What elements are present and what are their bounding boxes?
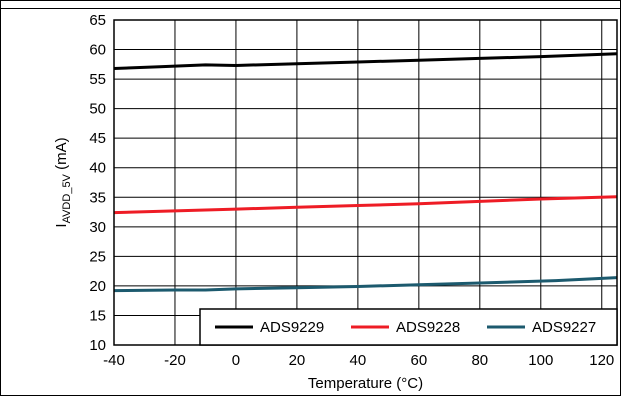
series-line-ads9228 xyxy=(114,197,617,213)
legend-label-ads9227: ADS9227 xyxy=(532,319,596,336)
y-tick-label: 35 xyxy=(89,189,106,206)
y-tick-label: 25 xyxy=(89,248,106,265)
legend-label-ads9229: ADS9229 xyxy=(260,319,324,336)
series-line-ads9229 xyxy=(114,54,617,69)
legend: ADS9229 ADS9228 ADS9227 xyxy=(200,309,617,345)
y-axis-label-unit: (mA) xyxy=(53,137,70,174)
y-axis-label: IAVDD_5V (mA) xyxy=(53,137,73,227)
y-tick-label: 30 xyxy=(89,219,106,236)
legend-label-ads9228: ADS9228 xyxy=(396,319,460,336)
x-tick-label: -40 xyxy=(103,352,125,369)
y-tick-label: 55 xyxy=(89,71,106,88)
series-line-ads9227 xyxy=(114,278,617,291)
x-tick-label: -20 xyxy=(164,352,186,369)
x-tick-label: 40 xyxy=(350,352,367,369)
y-tick-label: 45 xyxy=(89,130,106,147)
y-tick-label: 40 xyxy=(89,160,106,177)
y-tick-label: 60 xyxy=(89,42,106,59)
grid xyxy=(114,20,617,345)
x-tick-label: 100 xyxy=(528,352,553,369)
y-tick-label: 65 xyxy=(89,12,106,29)
x-tick-label: 80 xyxy=(471,352,488,369)
y-tick-label: 50 xyxy=(89,101,106,118)
series-lines xyxy=(114,54,617,291)
x-tick-label: 120 xyxy=(589,352,614,369)
x-axis-label: Temperature (°C) xyxy=(308,375,423,392)
x-tick-label: 60 xyxy=(411,352,428,369)
plot-border xyxy=(114,20,617,345)
y-axis-label-subscript: AVDD_5V xyxy=(61,173,73,223)
y-tick-label: 15 xyxy=(89,307,106,324)
x-tick-label: 0 xyxy=(232,352,240,369)
x-tick-label: 20 xyxy=(289,352,306,369)
y-tick-label: 20 xyxy=(89,278,106,295)
x-tick-labels: -40 -20 0 20 40 60 80 100 120 xyxy=(103,352,614,369)
